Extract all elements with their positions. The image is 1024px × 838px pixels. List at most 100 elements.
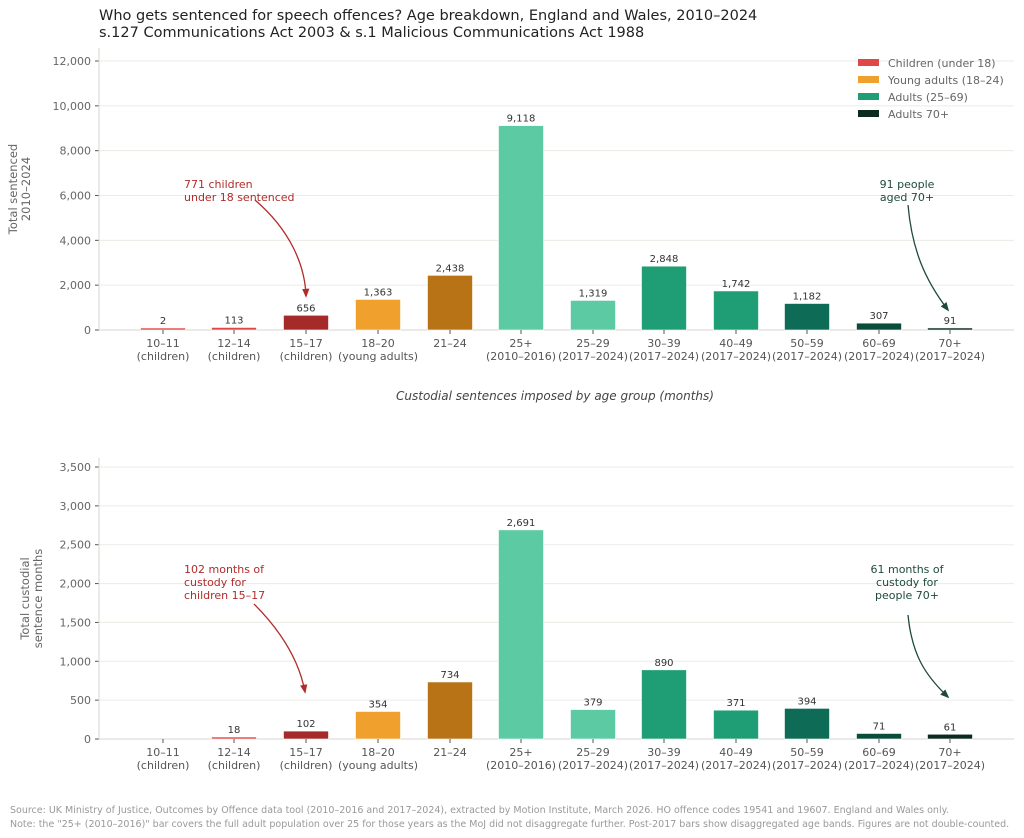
x-tick-label-line: (2017–2024)	[844, 759, 914, 772]
x-tick-label-line: (2017–2024)	[844, 350, 914, 363]
annotation-text: 61 months of custody for people 70+	[870, 563, 944, 602]
bar-value-label: 354	[368, 699, 387, 710]
bar-value-label: 1,319	[579, 288, 608, 299]
y-tick-label: 1,500	[60, 616, 92, 629]
x-tick-label-line: 70+	[938, 746, 961, 759]
x-tick-label: 10–11 (children)	[137, 746, 190, 772]
bar-value-label: 91	[944, 316, 957, 327]
x-tick-label-line: (2017–2024)	[772, 350, 842, 363]
y-axis-label: Total custodialsentence months	[18, 549, 45, 649]
annotation-line: under 18 sentenced	[184, 191, 295, 204]
bar-value-label: 890	[654, 658, 673, 669]
annotation-text: 91 people aged 70+	[880, 178, 935, 204]
bar	[427, 681, 473, 740]
x-tick-label-line: 18–20	[361, 337, 395, 350]
x-tick-label-line: (2010–2016)	[486, 759, 556, 772]
legend-label: Young adults (18–24)	[887, 74, 1004, 87]
bar	[140, 327, 186, 331]
x-tick-label-line: (2017–2024)	[558, 350, 628, 363]
bar	[641, 265, 687, 331]
x-tick-label: 12–14 (children)	[208, 337, 261, 363]
y-axis-label-line: 2010–2024	[19, 157, 33, 221]
bar-value-label: 2,438	[436, 263, 465, 274]
annotation-arrow	[254, 199, 310, 298]
x-tick-label-line: 70+	[938, 337, 961, 350]
annotation-line: 102 months of	[184, 563, 265, 576]
legend-label: Adults 70+	[888, 108, 949, 121]
x-tick-label-line: (2017–2024)	[701, 350, 771, 363]
x-tick-label-line: 10–11	[146, 337, 180, 350]
y-tick-label: 500	[70, 694, 91, 707]
bar	[784, 708, 830, 740]
x-tick-label: 25–29 (2017–2024)	[558, 746, 628, 772]
x-tick-label: 30–39 (2017–2024)	[629, 746, 699, 772]
x-tick-label-line: 25+	[509, 337, 532, 350]
x-tick-label: 21–24	[433, 746, 467, 759]
annotation-line: people 70+	[875, 589, 939, 602]
y-tick-label: 10,000	[53, 100, 92, 113]
bar	[927, 733, 973, 740]
x-tick-label-line: 18–20	[361, 746, 395, 759]
x-tick-label-line: 30–39	[647, 746, 681, 759]
bar	[927, 327, 973, 331]
x-tick-label: 15–17 (children)	[280, 337, 333, 363]
x-tick-label-line: 21–24	[433, 746, 467, 759]
bar-value-label: 2,848	[650, 254, 679, 265]
annotation-line: aged 70+	[880, 191, 934, 204]
annotation-line: 91 people	[880, 178, 935, 191]
legend: Children (under 18) Young adults (18–24) A…	[858, 57, 1004, 121]
x-tick-label-line: 12–14	[217, 337, 251, 350]
bar-value-label: 371	[726, 698, 745, 709]
x-tick-label: 12–14 (children)	[208, 746, 261, 772]
bar-value-label: 71	[873, 721, 886, 732]
bar-value-label: 1,742	[722, 279, 751, 290]
bar	[283, 730, 329, 740]
legend-label: Adults (25–69)	[888, 91, 968, 104]
y-axis-label-line: Total custodial	[18, 557, 32, 640]
x-tick-label-line: 50–59	[790, 746, 824, 759]
x-tick-label-line: 25–29	[576, 746, 610, 759]
x-tick-label-line: 15–17	[289, 746, 323, 759]
x-tick-label-line: (2017–2024)	[915, 350, 985, 363]
bar	[283, 314, 329, 331]
bar	[784, 303, 830, 331]
x-tick-label-line: (children)	[137, 350, 190, 363]
x-tick-label: 50–59 (2017–2024)	[772, 337, 842, 363]
y-tick-label: 1,000	[60, 655, 92, 668]
bar-value-label: 113	[224, 315, 243, 326]
x-tick-label-line: (children)	[208, 350, 261, 363]
x-tick-label-line: 25–29	[576, 337, 610, 350]
bar	[355, 299, 401, 331]
y-tick-label: 6,000	[60, 190, 92, 203]
x-tick-label-line: (young adults)	[338, 759, 418, 772]
x-tick-label-line: 60–69	[862, 746, 896, 759]
annotation-text: 771 children under 18 sentenced	[184, 178, 295, 204]
bar	[713, 709, 759, 740]
y-tick-label: 4,000	[60, 234, 92, 247]
bar	[427, 275, 473, 331]
annotation-arrow	[907, 614, 950, 699]
x-tick-label: 21–24	[433, 337, 467, 350]
x-tick-label: 70+ (2017–2024)	[915, 746, 985, 772]
annotation-text: 102 months of custody for children 15–17	[184, 563, 265, 602]
x-tick-label: 25+ (2010–2016)	[486, 337, 556, 363]
y-tick-label: 3,000	[60, 500, 92, 513]
legend-swatch	[858, 76, 879, 83]
x-tick-label-line: (2017–2024)	[629, 350, 699, 363]
x-tick-label-line: 40–49	[719, 337, 753, 350]
bar	[856, 322, 902, 331]
bar-value-label: 656	[296, 303, 315, 314]
x-tick-label-line: (young adults)	[338, 350, 418, 363]
middle-caption: Custodial sentences imposed by age group…	[396, 389, 714, 403]
x-tick-label-line: 25+	[509, 746, 532, 759]
x-tick-label: 40–49 (2017–2024)	[701, 337, 771, 363]
bar-value-label: 61	[944, 722, 957, 733]
y-tick-label: 2,000	[60, 578, 92, 591]
y-tick-label: 0	[84, 733, 91, 746]
bar	[211, 327, 257, 331]
bar	[570, 300, 616, 331]
bar	[713, 290, 759, 331]
bar	[498, 529, 544, 740]
annotation-line: 61 months of	[870, 563, 944, 576]
